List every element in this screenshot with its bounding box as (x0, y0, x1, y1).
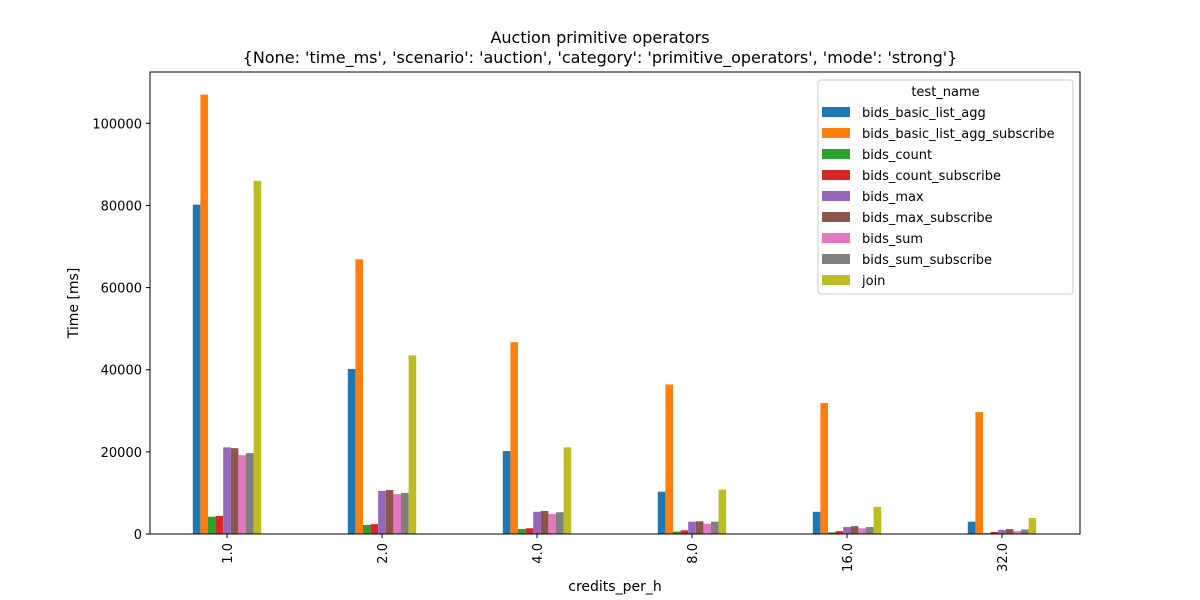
legend-swatch-bids_sum (822, 233, 850, 243)
bar-bids_basic_list_agg_subscribe-4.0 (510, 342, 518, 534)
x-tick-label: 16.0 (841, 543, 856, 572)
bar-bids_basic_list_agg-1.0 (192, 204, 201, 534)
bar-bids_max_subscribe-16.0 (850, 526, 859, 534)
bar-bids_max-2.0 (378, 490, 386, 534)
bar-bids_basic_list_agg-8.0 (657, 491, 666, 534)
bar-bids_count_subscribe-1.0 (215, 515, 224, 534)
bar-bids_max_subscribe-4.0 (540, 511, 549, 534)
legend-label-join: join (861, 274, 885, 289)
legend-label-bids_sum_subscribe: bids_sum_subscribe (862, 253, 992, 268)
legend-label-bids_max: bids_max (862, 190, 924, 205)
bar-bids_sum-16.0 (858, 528, 866, 534)
legend-label-bids_max_subscribe: bids_max_subscribe (862, 211, 993, 226)
bar-bids_count-16.0 (828, 532, 836, 534)
legend-title: test_name (911, 85, 979, 100)
legend-swatch-bids_basic_list_agg (822, 107, 850, 117)
bar-bids_max-8.0 (688, 521, 696, 534)
legend-swatch-bids_max (822, 191, 850, 201)
bar-bids_count-1.0 (208, 516, 216, 534)
bar-bids_sum-32.0 (1013, 531, 1021, 534)
legend-label-bids_sum: bids_sum (862, 232, 923, 247)
x-tick-label: 32.0 (996, 543, 1011, 572)
bar-bids_sum_subscribe-1.0 (246, 453, 254, 534)
legend-swatch-bids_max_subscribe (822, 212, 850, 222)
bar-bids_basic_list_agg_subscribe-8.0 (665, 384, 673, 534)
bar-bids_basic_list_agg_subscribe-16.0 (820, 403, 828, 534)
bar-bids_sum_subscribe-4.0 (556, 512, 564, 534)
bar-bids_sum-8.0 (703, 523, 711, 534)
bar-bids_basic_list_agg_subscribe-1.0 (200, 94, 208, 534)
bar-bids_sum-4.0 (548, 513, 556, 534)
y-tick-label: 0 (134, 528, 142, 543)
bar-bids_count-2.0 (363, 524, 371, 534)
x-tick-label: 8.0 (686, 543, 701, 564)
y-axis-label: Time [ms] (66, 268, 82, 340)
bar-bids_sum_subscribe-16.0 (866, 527, 874, 534)
y-tick-label: 40000 (101, 364, 142, 379)
legend-swatch-bids_sum_subscribe (822, 254, 850, 264)
bar-bids_sum_subscribe-8.0 (711, 521, 719, 534)
x-tick-label: 2.0 (376, 543, 391, 564)
y-tick-label: 80000 (101, 199, 142, 214)
bar-bids_count_subscribe-4.0 (525, 528, 534, 534)
bar-join-4.0 (563, 447, 572, 534)
legend-swatch-bids_count_subscribe (822, 170, 850, 180)
bar-bids_sum_subscribe-2.0 (401, 492, 409, 534)
bar-bids_count_subscribe-8.0 (680, 530, 689, 534)
legend: test_name bids_basic_list_agg bids_basic_l… (817, 79, 1074, 295)
bar-bids_max_subscribe-1.0 (230, 448, 239, 534)
bar-bids_basic_list_agg_subscribe-2.0 (355, 259, 363, 534)
y-axis: 0 20000 40000 60000 80000 100000 (92, 117, 150, 543)
bar-bids_basic_list_agg-4.0 (502, 451, 511, 534)
bar-bids_count-4.0 (518, 529, 526, 534)
legend-swatch-bids_basic_list_agg_subscribe (822, 128, 850, 138)
y-tick-label: 60000 (101, 282, 142, 297)
bar-bids_max-4.0 (533, 511, 541, 534)
bar-bids_basic_list_agg-2.0 (347, 368, 356, 534)
x-tick-label: 1.0 (221, 543, 236, 564)
bar-bids_max_subscribe-2.0 (385, 490, 394, 534)
bar-bids_count_subscribe-32.0 (990, 531, 999, 534)
bar-bids_max-1.0 (223, 447, 231, 534)
bar-join-32.0 (1028, 517, 1037, 534)
legend-label-bids_count_subscribe: bids_count_subscribe (862, 169, 1001, 184)
bar-bids_max_subscribe-32.0 (1005, 529, 1014, 534)
bar-join-1.0 (253, 180, 262, 534)
x-tick-label: 4.0 (531, 543, 546, 564)
bar-bids_basic_list_agg-16.0 (812, 511, 821, 534)
bar-bids_basic_list_agg-32.0 (967, 521, 976, 534)
x-axis: 1.0 2.0 4.0 8.0 16.0 32.0 (221, 534, 1011, 572)
bar-bids_max-16.0 (843, 527, 851, 534)
chart-title: Auction primitive operators (490, 28, 710, 47)
plot-area-frame (149, 71, 1081, 535)
y-tick-label: 20000 (101, 446, 142, 461)
bar-join-2.0 (408, 355, 417, 534)
bars-group (192, 94, 1037, 534)
legend-box (817, 79, 1074, 295)
legend-swatch-join (822, 275, 850, 285)
legend-label-bids_basic_list_agg: bids_basic_list_agg (862, 106, 986, 121)
bar-join-8.0 (718, 489, 727, 534)
x-axis-label: credits_per_h (568, 579, 661, 595)
legend-label-bids_count: bids_count (862, 148, 932, 163)
chart-subtitle: {None: 'time_ms', 'scenario': 'auction',… (242, 48, 958, 67)
bar-bids_count-8.0 (673, 531, 681, 534)
bar-bids_max_subscribe-8.0 (695, 521, 704, 534)
bar-bids_basic_list_agg_subscribe-32.0 (975, 412, 983, 534)
legend-swatch-bids_count (822, 149, 850, 159)
bar-bids_count_subscribe-16.0 (835, 531, 844, 534)
bar-bids_sum_subscribe-32.0 (1021, 529, 1029, 534)
y-tick-label: 100000 (92, 117, 142, 132)
bar-bids_sum-1.0 (238, 455, 246, 534)
bar-bids_max-32.0 (998, 529, 1006, 534)
bar-bids_count_subscribe-2.0 (370, 524, 379, 534)
bar-join-16.0 (873, 506, 882, 534)
legend-label-bids_basic_list_agg_subscribe: bids_basic_list_agg_subscribe (862, 127, 1055, 142)
bar-bids_sum-2.0 (393, 494, 401, 534)
